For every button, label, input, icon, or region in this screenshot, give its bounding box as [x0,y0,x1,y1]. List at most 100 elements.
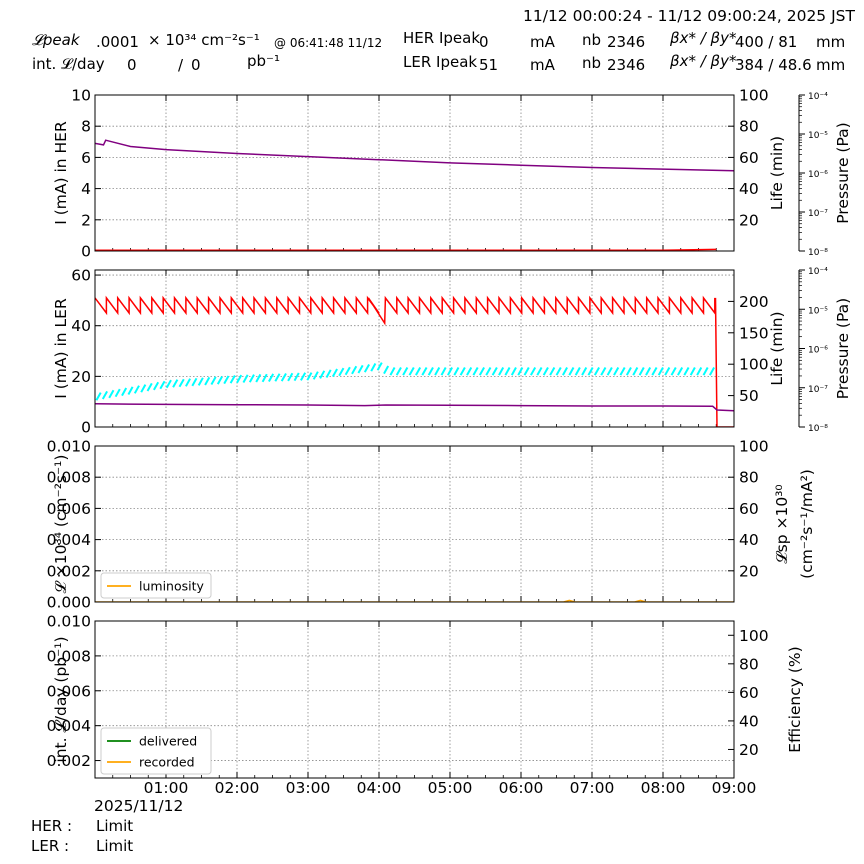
y2-tick-label: 40 [739,180,759,198]
plot-frame [94,269,735,428]
y-tick-label: 0.004 [47,717,91,735]
y2-tick-label: 100 [739,356,769,374]
ler-beta-unit: mm [816,56,846,74]
ler-beta-value: 384 / 48.6 [735,56,812,74]
her-ipeak-label: HER Ipeak [403,29,480,47]
y2-axis-label: 𝓛sp ×10³⁰ [773,484,791,563]
y2-tick-label: 40 [739,531,759,549]
ler-nb-value: 2346 [607,56,646,74]
y2-tick-label: 20 [739,741,759,759]
y-tick-label: 2 [81,211,91,229]
y2-tick-label: 150 [739,324,769,342]
series-life-line [95,139,734,172]
y2-axis-label: Life (min) [768,136,786,210]
plot-frame [94,445,735,603]
ler-ipeak-label: LER Ipeak [403,53,478,71]
y-tick-label: 0.008 [47,469,91,487]
y-tick-label: 10 [71,87,91,105]
y2-tick-label: 100 [739,438,769,456]
x-tick-label: 01:00 [144,779,189,797]
y-tick-label: 0.006 [47,500,91,518]
x-tick-label: 08:00 [641,779,686,797]
y2-tick-label: 40 [739,712,759,730]
y-axis-label: 𝓛 ×10³⁴ (cm⁻²s⁻¹) [52,455,70,594]
lpeak-value: .0001 [96,33,139,51]
y-tick-label: 40 [71,317,91,335]
ler-ipeak-value: 51 [479,56,499,74]
y-axis-label: int. 𝓛/day (pb⁻¹) [52,636,70,762]
her-ipeak-value: 0 [479,33,489,51]
y2-tick-label: 100 [739,87,769,105]
pressure-axis-label: Pressure (Pa) [834,122,852,223]
pressure-tick-label: 10⁻⁴ [808,267,828,277]
panel-2 [94,269,805,428]
x-tick-label: 06:00 [499,779,544,797]
pressure-tick-label: 10⁻⁵ [808,306,828,316]
y2-tick-label: 20 [739,211,759,229]
her-ipeak-unit: mA [530,33,555,51]
intl-unit: pb⁻¹ [247,52,280,70]
ler-nb-label: nb [582,54,602,72]
ler-status-value: Limit [96,837,134,855]
y2-axis-label: Efficiency (%) [786,646,804,752]
y2-tick-label: 80 [739,655,759,673]
y2-tick-label: 80 [739,118,759,136]
y-tick-label: 0.008 [47,647,91,665]
y-tick-label: 60 [71,267,91,285]
y-tick-label: 20 [71,368,91,386]
pressure-tick-label: 10⁻⁷ [808,385,828,395]
series-current-line [95,248,717,251]
y-tick-label: 4 [81,180,91,198]
her-beta-value: 400 / 81 [735,33,798,51]
y-axis-label: I (mA) in HER [52,121,70,225]
legend-box [100,572,212,599]
series-current-line [95,295,734,427]
y2-tick-label: 60 [739,500,759,518]
her-nb-label: nb [582,31,602,49]
x-tick-label: 05:00 [428,779,473,797]
x-tick-label: 03:00 [286,779,331,797]
y2-tick-label: 50 [739,387,759,405]
pressure-tick-label: 10⁻⁴ [808,92,828,102]
y2-tick-label: 20 [739,562,759,580]
y-tick-label: 0 [81,243,91,261]
y-tick-label: 0.002 [47,562,91,580]
plot-frame [94,620,735,779]
y2-tick-label: 60 [739,149,759,167]
panel-3 [94,445,735,603]
intl-value-1: 0 [127,56,137,74]
y2-tick-label: 200 [739,293,769,311]
y-tick-label: 0 [81,419,91,437]
y-tick-label: 0.004 [47,531,91,549]
y-tick-label: 0.010 [47,438,91,456]
pressure-tick-label: 10⁻⁶ [808,346,828,356]
lpeak-time: @ 06:41:48 11/12 [274,36,383,50]
her-status-label: HER : [31,817,73,835]
lpeak-label: 𝓛peak [32,31,80,49]
panel-1 [94,94,805,252]
pressure-axis-label: Pressure (Pa) [834,298,852,399]
her-beta-unit: mm [816,33,846,51]
y2-tick-label: 80 [739,469,759,487]
her-beta-label: βx* / βy* [670,29,737,47]
y-tick-label: 8 [81,118,91,136]
her-nb-value: 2346 [607,33,646,51]
legend-label-recorded: recorded [139,755,195,770]
lpeak-unit: × 10³⁴ cm⁻²s⁻¹ [148,31,260,49]
y2-tick-label: 100 [739,627,769,645]
x-tick-label: 09:00 [712,779,757,797]
series-group [95,295,734,427]
intl-separator: / [178,56,184,74]
y2-axis-label: Life (min) [768,311,786,385]
ler-ipeak-unit: mA [530,56,555,74]
y-tick-label: 0.010 [47,613,91,631]
her-status-value: Limit [96,817,134,835]
pressure-tick-label: 10⁻⁷ [808,209,828,219]
pressure-tick-label: 10⁻⁸ [808,424,828,434]
y-tick-label: 0.002 [47,752,91,770]
pressure-tick-label: 10⁻⁶ [808,170,828,180]
series-life-line [95,403,734,412]
y-axis-label: I (mA) in LER [52,298,70,399]
panel-4 [94,620,735,779]
